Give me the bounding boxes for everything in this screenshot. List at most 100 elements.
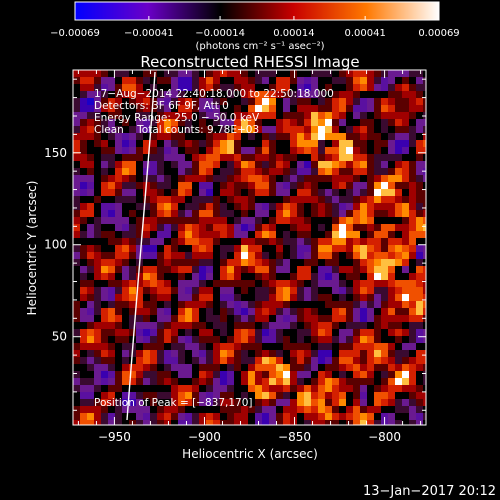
heatmap-cell xyxy=(164,147,172,155)
heatmap-cell xyxy=(115,322,123,330)
heatmap-cell xyxy=(164,280,172,288)
heatmap-cell xyxy=(395,84,403,92)
heatmap-cell xyxy=(213,252,221,260)
heatmap-cell xyxy=(353,154,361,162)
heatmap-cell xyxy=(290,231,298,239)
heatmap-cell xyxy=(367,175,375,183)
heatmap-cell xyxy=(178,273,186,281)
heatmap-cell xyxy=(276,322,284,330)
heatmap-cell xyxy=(150,140,158,148)
heatmap-cell xyxy=(136,224,144,232)
heatmap-cell xyxy=(227,203,235,211)
heatmap-cell xyxy=(381,126,389,134)
heatmap-cell xyxy=(178,301,186,309)
heatmap-cell xyxy=(171,224,179,232)
heatmap-cell xyxy=(234,133,242,141)
heatmap-cell xyxy=(206,357,214,365)
heatmap-cell xyxy=(339,399,347,407)
heatmap-cell xyxy=(262,308,270,316)
heatmap-cell xyxy=(423,364,426,372)
heatmap-cell xyxy=(367,406,375,414)
heatmap-cell xyxy=(395,91,403,99)
heatmap-cell xyxy=(346,133,354,141)
heatmap-cell xyxy=(80,182,88,190)
heatmap-cell xyxy=(220,91,228,99)
heatmap-cell xyxy=(192,392,200,400)
heatmap-cell xyxy=(213,182,221,190)
heatmap-cell xyxy=(423,280,426,288)
heatmap-cell xyxy=(129,329,137,337)
heatmap-cell xyxy=(178,189,186,197)
heatmap-cell xyxy=(423,203,426,211)
heatmap-cell xyxy=(143,378,151,386)
heatmap-cell xyxy=(136,294,144,302)
heatmap-cell xyxy=(353,182,361,190)
heatmap-cell xyxy=(234,112,242,120)
heatmap-cell xyxy=(143,161,151,169)
heatmap-cell xyxy=(311,315,319,323)
heatmap-cell xyxy=(241,259,249,267)
heatmap-cell xyxy=(304,273,312,281)
heatmap-cell xyxy=(262,266,270,274)
heatmap-cell xyxy=(423,189,426,197)
heatmap-cell xyxy=(318,322,326,330)
heatmap-cell xyxy=(87,77,95,85)
heatmap-cell xyxy=(332,259,340,267)
heatmap-cell xyxy=(374,378,382,386)
heatmap-cell xyxy=(185,259,193,267)
heatmap-cell xyxy=(157,308,165,316)
heatmap-cell xyxy=(353,98,361,106)
heatmap-cell xyxy=(157,217,165,225)
heatmap-cell xyxy=(150,203,158,211)
heatmap-cell xyxy=(290,280,298,288)
heatmap-cell xyxy=(136,287,144,295)
heatmap-cell xyxy=(171,420,179,425)
heatmap-cell xyxy=(416,238,424,246)
heatmap-cell xyxy=(248,343,256,351)
heatmap-cell xyxy=(136,350,144,358)
heatmap-cell xyxy=(395,350,403,358)
heatmap-cell xyxy=(311,168,319,176)
heatmap-cell xyxy=(374,105,382,113)
heatmap-cell xyxy=(402,182,410,190)
heatmap-cell xyxy=(290,308,298,316)
heatmap-cell xyxy=(374,182,382,190)
heatmap-cell xyxy=(304,252,312,260)
heatmap-cell xyxy=(108,308,116,316)
heatmap-cell xyxy=(423,329,426,337)
heatmap-cell xyxy=(262,175,270,183)
heatmap-cell xyxy=(199,280,207,288)
heatmap-cell xyxy=(220,119,228,127)
heatmap-cell xyxy=(206,322,214,330)
heatmap-cell xyxy=(185,392,193,400)
heatmap-cell xyxy=(283,196,291,204)
heatmap-cell xyxy=(353,161,361,169)
heatmap-cell xyxy=(374,413,382,421)
heatmap-cell xyxy=(241,266,249,274)
heatmap-cell xyxy=(143,189,151,197)
heatmap-cell xyxy=(227,301,235,309)
heatmap-cell xyxy=(381,266,389,274)
heatmap-cell xyxy=(220,168,228,176)
heatmap-cell xyxy=(339,357,347,365)
heatmap-cell xyxy=(325,378,333,386)
heatmap-cell xyxy=(283,182,291,190)
heatmap-cell xyxy=(311,126,319,134)
heatmap-cell xyxy=(248,126,256,134)
heatmap-cell xyxy=(220,371,228,379)
heatmap-cell xyxy=(395,252,403,260)
heatmap-cell xyxy=(143,322,151,330)
heatmap-cell xyxy=(381,77,389,85)
heatmap-cell xyxy=(94,273,102,281)
heatmap-cell xyxy=(122,252,130,260)
heatmap-cell xyxy=(255,224,263,232)
heatmap-cell xyxy=(290,392,298,400)
heatmap-cell xyxy=(332,210,340,218)
heatmap-cell xyxy=(255,294,263,302)
heatmap-cell xyxy=(402,315,410,323)
heatmap-cell xyxy=(360,210,368,218)
heatmap-cell xyxy=(325,315,333,323)
heatmap-cell xyxy=(178,98,186,106)
heatmap-cell xyxy=(234,287,242,295)
heatmap-cell xyxy=(115,217,123,225)
